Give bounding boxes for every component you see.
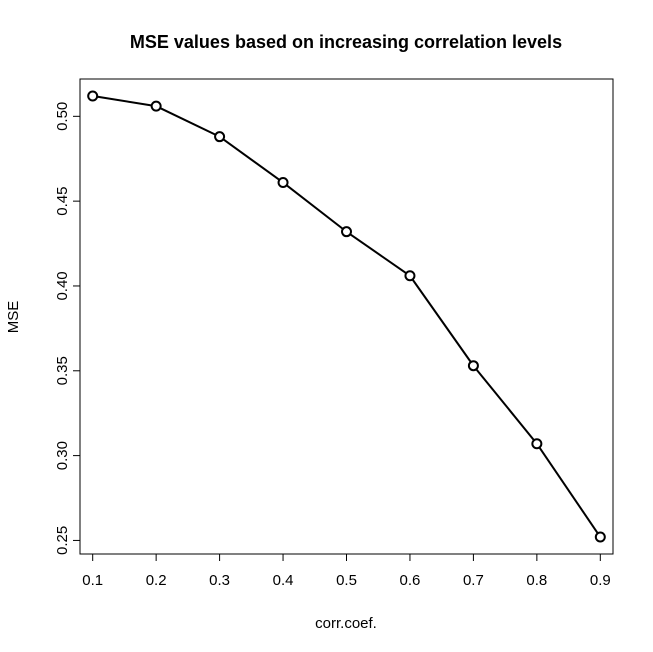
data-point: [214, 131, 226, 143]
series-line-segment: [286, 184, 344, 230]
chart-title: MSE values based on increasing correlati…: [130, 32, 562, 52]
data-point: [404, 270, 416, 282]
x-tick-label: 0.5: [336, 572, 357, 589]
series-line-segment: [412, 279, 472, 363]
x-tick-label: 0.2: [146, 572, 167, 589]
x-tick-label: 0.8: [526, 572, 547, 589]
data-point: [467, 360, 479, 372]
x-tick-label: 0.7: [463, 572, 484, 589]
x-tick-label: 0.3: [209, 572, 230, 589]
mse-series: [87, 90, 606, 543]
data-point: [150, 100, 162, 112]
y-axis-label: MSE: [5, 301, 22, 334]
series-line-segment: [538, 447, 599, 534]
series-line-segment: [350, 233, 407, 274]
data-point: [341, 226, 352, 238]
y-tick-label: 0.40: [54, 271, 71, 300]
x-axis: 0.1 0.2 0.3 0.4 0.5 0.6 0.7 0.8 0.9: [82, 553, 611, 589]
series-line-segment: [97, 95, 152, 107]
x-tick-label: 0.6: [400, 572, 421, 589]
x-tick-label: 0.9: [590, 572, 611, 589]
y-tick-label: 0.25: [54, 526, 71, 555]
y-axis: 0.25 0.30 0.35 0.40 0.45 0.50: [54, 102, 81, 555]
series-line-segment: [223, 138, 280, 181]
x-axis-label: corr.coef.: [315, 615, 377, 632]
data-point: [87, 90, 99, 102]
x-tick-label: 0.1: [82, 572, 103, 589]
y-tick-label: 0.35: [54, 356, 71, 385]
y-tick-label: 0.30: [54, 441, 71, 470]
x-tick-label: 0.4: [273, 572, 294, 589]
data-point: [277, 176, 289, 188]
data-point: [594, 531, 606, 543]
data-point: [531, 438, 543, 450]
series-line-segment: [160, 107, 216, 136]
y-tick-label: 0.50: [54, 102, 71, 131]
series-line-segment: [475, 368, 535, 441]
plot-frame: [79, 78, 614, 555]
y-tick-label: 0.45: [54, 187, 71, 216]
